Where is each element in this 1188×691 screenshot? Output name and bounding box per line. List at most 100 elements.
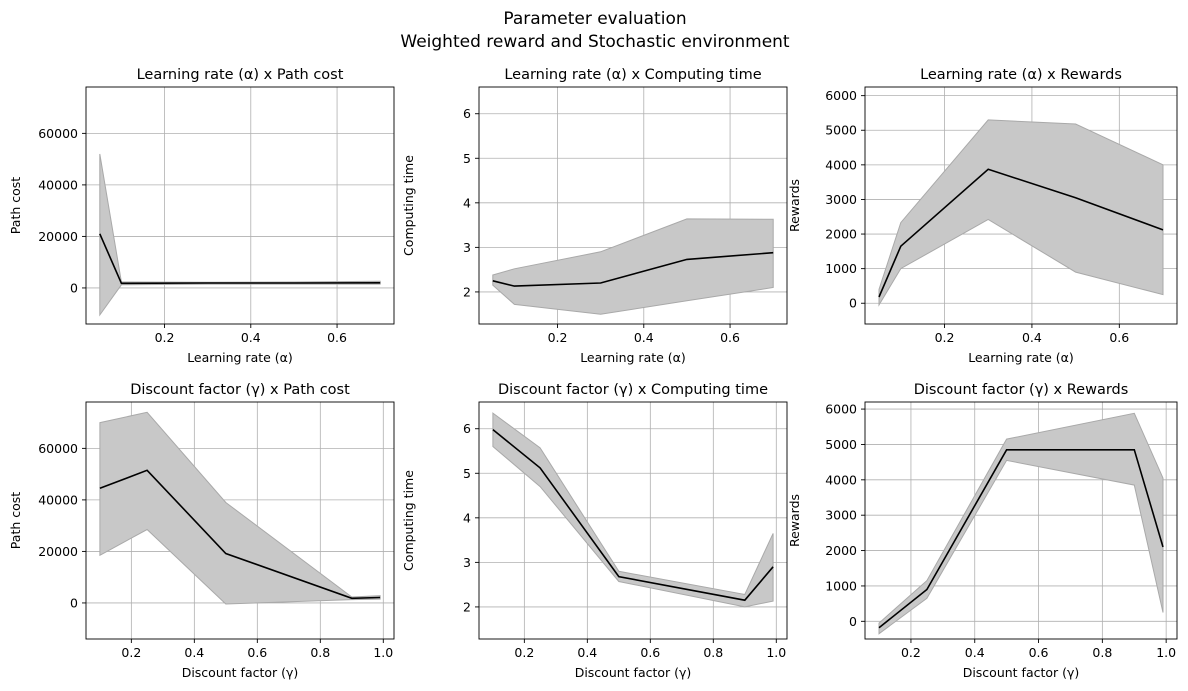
x-tick-label: 0.6 bbox=[1109, 330, 1129, 345]
subplot-1: 0.2 0.4 0.6 0 20000 40000 60000 Learning rate (… bbox=[8, 67, 395, 365]
subplot-5: 0.2 0.4 0.6 0.8 1.0 2 3 4 5 6 Discount factor (γ) … bbox=[401, 382, 788, 680]
x-tick-label: 1.0 bbox=[373, 645, 393, 660]
subplot-2: 0.2 0.4 0.6 2 3 4 5 6 Learning rate (α) x Comput… bbox=[401, 67, 788, 365]
y-tick-label: 4 bbox=[463, 510, 471, 525]
y-tick-label: 20000 bbox=[38, 229, 78, 244]
axes-frame bbox=[864, 401, 1178, 640]
y-tick-label: 1000 bbox=[825, 261, 857, 276]
x-tick-label: 0.2 bbox=[548, 330, 568, 345]
x-axis-label: Discount factor (γ) bbox=[963, 665, 1080, 680]
y-axis-label: Path cost bbox=[8, 492, 23, 549]
y-tick-label: 5000 bbox=[825, 123, 857, 138]
axes-frame bbox=[864, 86, 1178, 325]
x-tick-label: 0.4 bbox=[577, 645, 597, 660]
y-tick-label: 5 bbox=[463, 466, 471, 481]
y-tick-label: 60000 bbox=[38, 441, 78, 456]
subplot-title: Learning rate (α) x Computing time bbox=[504, 67, 761, 83]
axes-frame bbox=[85, 86, 395, 325]
mean-line bbox=[99, 469, 381, 600]
y-tick-label: 3000 bbox=[825, 192, 857, 207]
y-tick-label: 4000 bbox=[825, 157, 857, 172]
figure-suptitle-line-2: Weighted reward and Stochastic environme… bbox=[400, 32, 790, 52]
y-tick-label: 2 bbox=[463, 599, 471, 614]
x-tick-label: 0.4 bbox=[965, 645, 985, 660]
y-axis-label: Computing time bbox=[401, 155, 416, 256]
y-tick-label: 4000 bbox=[825, 472, 857, 487]
mean-line bbox=[878, 448, 1164, 629]
mean-line bbox=[492, 428, 774, 602]
confidence-band bbox=[878, 412, 1164, 635]
y-tick-label: 6000 bbox=[825, 88, 857, 103]
y-tick-label: 60000 bbox=[38, 126, 78, 141]
x-tick-label: 0.2 bbox=[121, 645, 141, 660]
confidence-band bbox=[99, 411, 381, 605]
y-axis-label: Computing time bbox=[401, 470, 416, 571]
x-tick-label: 0.8 bbox=[310, 645, 330, 660]
y-axis-label: Rewards bbox=[787, 179, 802, 232]
confidence-band bbox=[492, 218, 774, 315]
x-axis-label: Discount factor (γ) bbox=[575, 665, 692, 680]
subplot-6: 0.2 0.4 0.6 0.8 1.0 0 1000 2000 3000 4000 5000 6000… bbox=[787, 382, 1178, 680]
x-tick-label: 0.6 bbox=[720, 330, 740, 345]
y-tick-label: 2000 bbox=[825, 543, 857, 558]
y-tick-label: 3000 bbox=[825, 508, 857, 523]
x-tick-label: 1.0 bbox=[766, 645, 786, 660]
mean-line bbox=[878, 168, 1164, 298]
axes-frame bbox=[478, 401, 788, 640]
y-tick-label: 5000 bbox=[825, 437, 857, 452]
y-tick-label: 3 bbox=[463, 555, 471, 570]
y-tick-label: 6 bbox=[463, 106, 471, 121]
y-axis-label: Path cost bbox=[8, 177, 23, 234]
y-tick-label: 2 bbox=[463, 284, 471, 299]
x-tick-label: 0.8 bbox=[703, 645, 723, 660]
y-tick-label: 40000 bbox=[38, 177, 78, 192]
axes-frame bbox=[478, 86, 788, 325]
subplot-title: Discount factor (γ) x Computing time bbox=[498, 382, 768, 398]
y-tick-label: 0 bbox=[70, 280, 78, 295]
x-tick-label: 0.2 bbox=[901, 645, 921, 660]
y-tick-label: 3 bbox=[463, 240, 471, 255]
confidence-band bbox=[492, 412, 774, 608]
y-tick-label: 0 bbox=[70, 595, 78, 610]
y-axis-label: Rewards bbox=[787, 494, 802, 547]
confidence-band bbox=[99, 153, 381, 317]
y-tick-label: 1000 bbox=[825, 578, 857, 593]
x-axis-label: Learning rate (α) bbox=[187, 350, 293, 365]
y-tick-label: 40000 bbox=[38, 492, 78, 507]
y-tick-label: 6000 bbox=[825, 402, 857, 417]
x-tick-label: 0.4 bbox=[634, 330, 654, 345]
subplot-4: 0.2 0.4 0.6 0.8 1.0 0 20000 40000 60000 Discount … bbox=[8, 382, 395, 680]
y-tick-label: 20000 bbox=[38, 544, 78, 559]
x-tick-label: 0.6 bbox=[247, 645, 267, 660]
y-tick-label: 4 bbox=[463, 195, 471, 210]
x-tick-label: 0.2 bbox=[514, 645, 534, 660]
x-tick-label: 0.6 bbox=[640, 645, 660, 660]
y-tick-label: 0 bbox=[849, 614, 857, 629]
subplot-title: Discount factor (γ) x Rewards bbox=[914, 382, 1129, 398]
axes-frame bbox=[85, 401, 395, 640]
mean-line bbox=[99, 233, 381, 285]
x-axis-label: Learning rate (α) bbox=[580, 350, 686, 365]
subplot-title: Learning rate (α) x Path cost bbox=[137, 67, 344, 83]
x-axis-label: Learning rate (α) bbox=[968, 350, 1074, 365]
x-tick-label: 0.2 bbox=[155, 330, 175, 345]
y-tick-label: 2000 bbox=[825, 227, 857, 242]
x-tick-label: 0.4 bbox=[241, 330, 261, 345]
x-tick-label: 0.2 bbox=[935, 330, 955, 345]
x-tick-label: 0.6 bbox=[327, 330, 347, 345]
subplot-title: Learning rate (α) x Rewards bbox=[920, 67, 1122, 83]
x-tick-label: 0.4 bbox=[184, 645, 204, 660]
y-tick-label: 0 bbox=[849, 296, 857, 311]
x-axis-label: Discount factor (γ) bbox=[182, 665, 299, 680]
x-tick-label: 0.4 bbox=[1022, 330, 1042, 345]
x-tick-label: 0.8 bbox=[1092, 645, 1112, 660]
subplot-title: Discount factor (γ) x Path cost bbox=[130, 382, 350, 398]
subplot-3: 0.2 0.4 0.6 0 1000 2000 3000 4000 5000 6000 Learni… bbox=[787, 67, 1178, 365]
x-tick-label: 1.0 bbox=[1156, 645, 1176, 660]
x-tick-label: 0.6 bbox=[1029, 645, 1049, 660]
mean-line bbox=[492, 251, 774, 287]
y-tick-label: 5 bbox=[463, 151, 471, 166]
confidence-band bbox=[878, 119, 1164, 307]
y-tick-label: 6 bbox=[463, 421, 471, 436]
